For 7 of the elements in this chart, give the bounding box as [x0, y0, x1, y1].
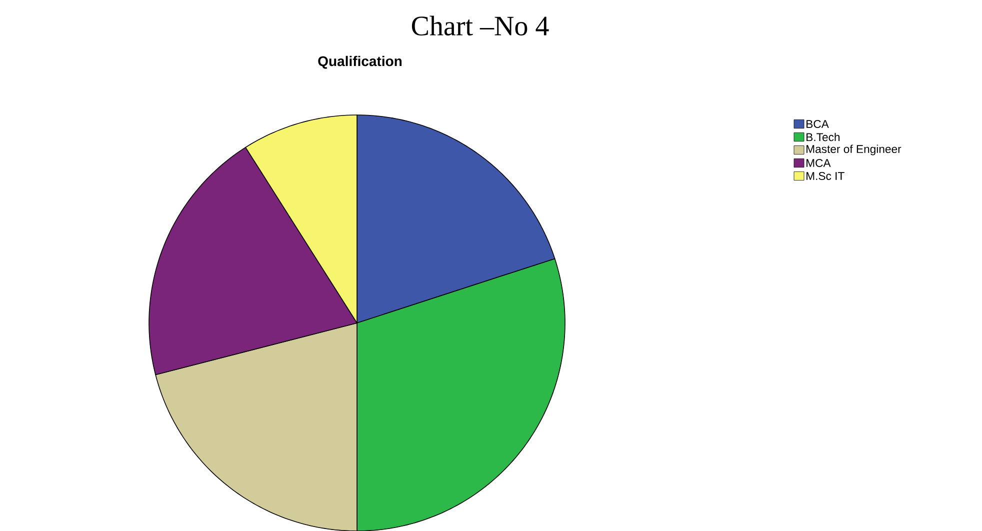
legend-label: M.Sc IT	[806, 172, 844, 180]
legend-label: B.Tech	[806, 132, 840, 141]
legend-label: Master of Engineer	[806, 144, 902, 156]
chart-title: Chart –No 4	[412, 16, 549, 36]
chart-subtitle: Qualification	[318, 56, 402, 69]
legend-label: BCA	[806, 120, 829, 128]
legend-label: MCA	[806, 158, 831, 167]
